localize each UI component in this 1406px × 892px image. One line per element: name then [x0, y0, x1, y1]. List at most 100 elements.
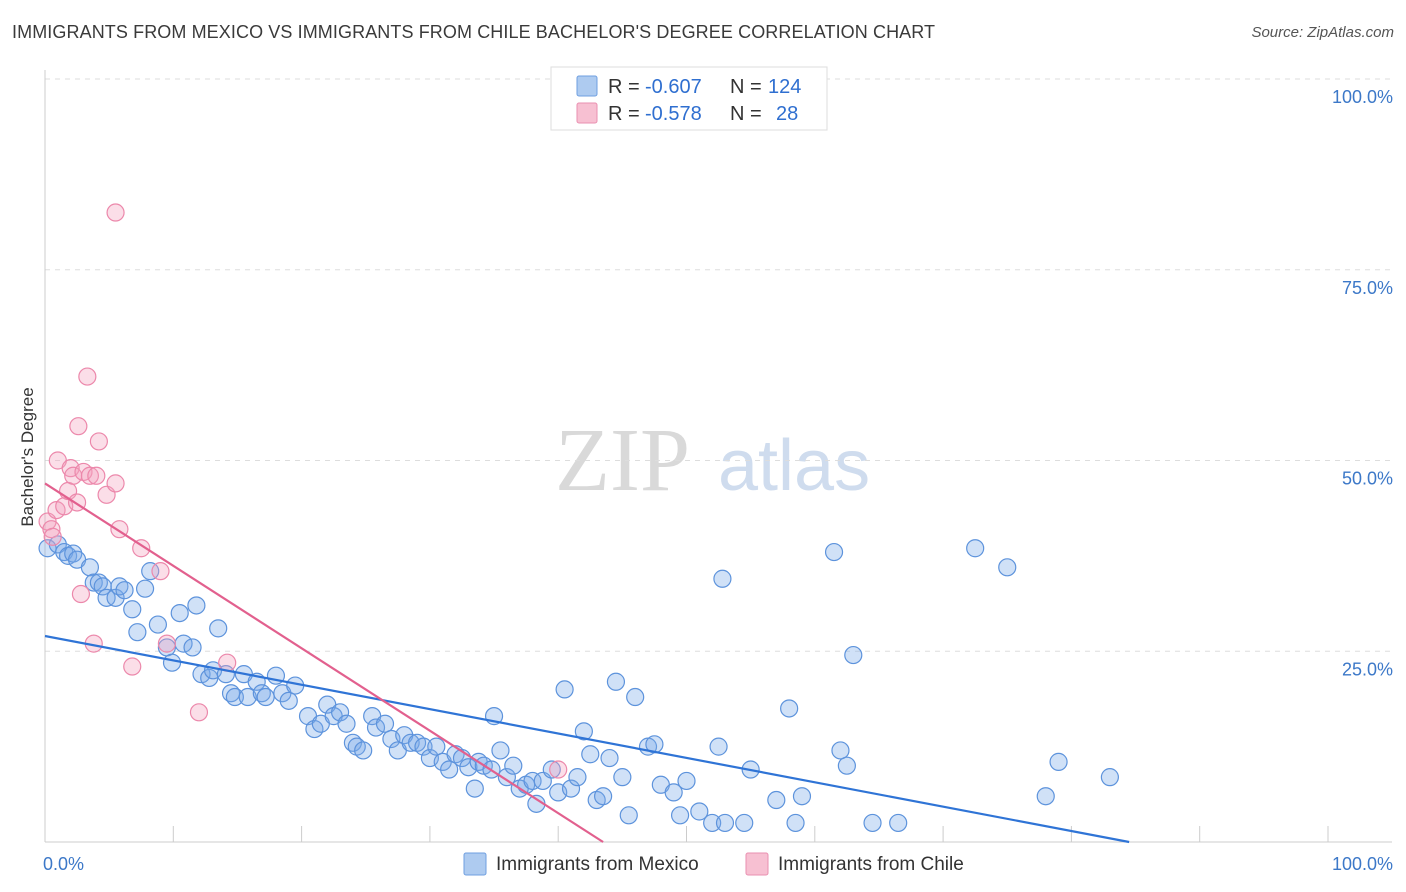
x-tick-labels: 0.0% 100.0%: [43, 854, 1393, 874]
mexico-point: [792, 787, 812, 806]
mexico-point: [998, 558, 1017, 577]
x-tick-marks: [172, 826, 1329, 842]
gridlines: [45, 78, 1392, 652]
chile-point: [106, 474, 125, 493]
mexico-point: [330, 703, 350, 722]
mexico-point: [709, 737, 728, 756]
stats-legend: R = -0.607 N = 124 R = -0.578 N = 28: [550, 66, 828, 131]
bottom-legend-mexico-swatch: [463, 852, 487, 876]
mexico-point: [606, 672, 626, 691]
mexico-point: [1049, 752, 1068, 771]
y-tick-label: 100.0%: [1332, 87, 1393, 107]
bottom-legend-chile-label: Immigrants from Chile: [778, 854, 964, 875]
mexico-point: [497, 768, 516, 787]
chile-points: [38, 203, 568, 779]
mexico-point: [713, 569, 732, 588]
mexico-swatch: [576, 75, 598, 97]
y-axis-label: Bachelor's Degree: [18, 387, 37, 526]
mexico-point: [1036, 787, 1055, 806]
mexico-point: [613, 768, 632, 787]
mexico-point: [279, 691, 298, 710]
mexico-point: [141, 562, 160, 581]
watermark-atlas: atlas: [718, 426, 870, 506]
mexico-point: [555, 680, 574, 699]
chile-point: [71, 584, 91, 604]
y-tick-label: 50.0%: [1342, 469, 1393, 489]
mexico-point: [225, 687, 244, 707]
series-legend: Immigrants from Mexico Immigrants from C…: [463, 852, 964, 876]
mexico-point: [115, 581, 134, 600]
mexico-point: [626, 687, 645, 707]
mexico-point: [581, 745, 600, 764]
legend-r-label-2: R =: [608, 103, 640, 125]
mexico-point: [568, 768, 587, 787]
chile-point: [132, 539, 151, 558]
mexico-point: [1100, 768, 1119, 787]
mexico-point: [670, 806, 690, 825]
legend-n-mexico: 124: [768, 76, 801, 98]
mexico-point: [465, 779, 484, 798]
chile-point: [106, 203, 125, 222]
y-tick-labels: 100.0% 75.0% 50.0% 25.0%: [1332, 87, 1393, 679]
mexico-point: [459, 758, 478, 777]
legend-n-label: N =: [730, 76, 762, 98]
mexico-point: [375, 714, 395, 733]
y-tick-label: 25.0%: [1342, 659, 1393, 679]
mexico-point: [824, 542, 844, 562]
legend-r-mexico: -0.607: [645, 76, 702, 98]
mexico-point: [703, 813, 722, 833]
chile-point: [80, 466, 100, 485]
chile-trend-line: [44, 482, 604, 843]
y-tick-label: 75.0%: [1342, 278, 1393, 298]
mexico-point: [256, 687, 275, 707]
chile-point: [157, 634, 176, 653]
mexico-point: [600, 748, 619, 768]
mexico-point: [337, 714, 356, 733]
mexico-point: [561, 779, 581, 798]
mexico-point: [414, 737, 433, 756]
mexico-point: [690, 802, 709, 821]
chile-point: [123, 657, 142, 676]
mexico-point: [84, 573, 103, 592]
mexico-point: [574, 722, 593, 741]
mexico-point: [162, 653, 182, 672]
mexico-point: [354, 741, 373, 760]
mexico-point: [889, 813, 908, 833]
mexico-point: [863, 813, 882, 833]
source-label: Source: ZipAtlas.com: [1251, 24, 1394, 41]
mexico-point: [966, 539, 985, 558]
legend-r-chile: -0.578: [645, 103, 702, 125]
mexico-point: [366, 718, 386, 737]
mexico-point: [504, 756, 523, 775]
mexico-points: [38, 535, 1119, 833]
watermark: ZIP atlas: [555, 411, 870, 510]
mexico-point: [786, 813, 805, 833]
chile-point: [89, 432, 108, 451]
mexico-point: [844, 645, 863, 665]
mexico-point: [664, 783, 683, 802]
x-tick-label: 0.0%: [43, 854, 84, 874]
mexico-point: [542, 760, 561, 779]
mexico-point: [440, 760, 459, 779]
chile-point: [43, 527, 62, 546]
legend-n-chile: 28: [776, 103, 798, 125]
mexico-point: [123, 600, 142, 619]
mexico-point: [780, 699, 799, 718]
bottom-legend-mexico-label: Immigrants from Mexico: [496, 854, 699, 875]
chile-point: [87, 466, 106, 485]
chile-point: [151, 562, 170, 581]
mexico-point: [427, 737, 446, 756]
mexico-trend-line: [44, 634, 1130, 844]
mexico-point: [128, 623, 147, 642]
mexico-point: [491, 741, 510, 760]
chile-point: [549, 760, 568, 779]
mexico-point: [135, 579, 155, 598]
mexico-point: [170, 603, 189, 623]
chile-point: [69, 417, 88, 436]
mexico-point: [837, 756, 856, 775]
chart-title: IMMIGRANTS FROM MEXICO VS IMMIGRANTS FRO…: [12, 22, 936, 42]
mexico-point: [209, 619, 228, 638]
mexico-point: [187, 596, 206, 615]
mexico-point: [80, 558, 100, 577]
